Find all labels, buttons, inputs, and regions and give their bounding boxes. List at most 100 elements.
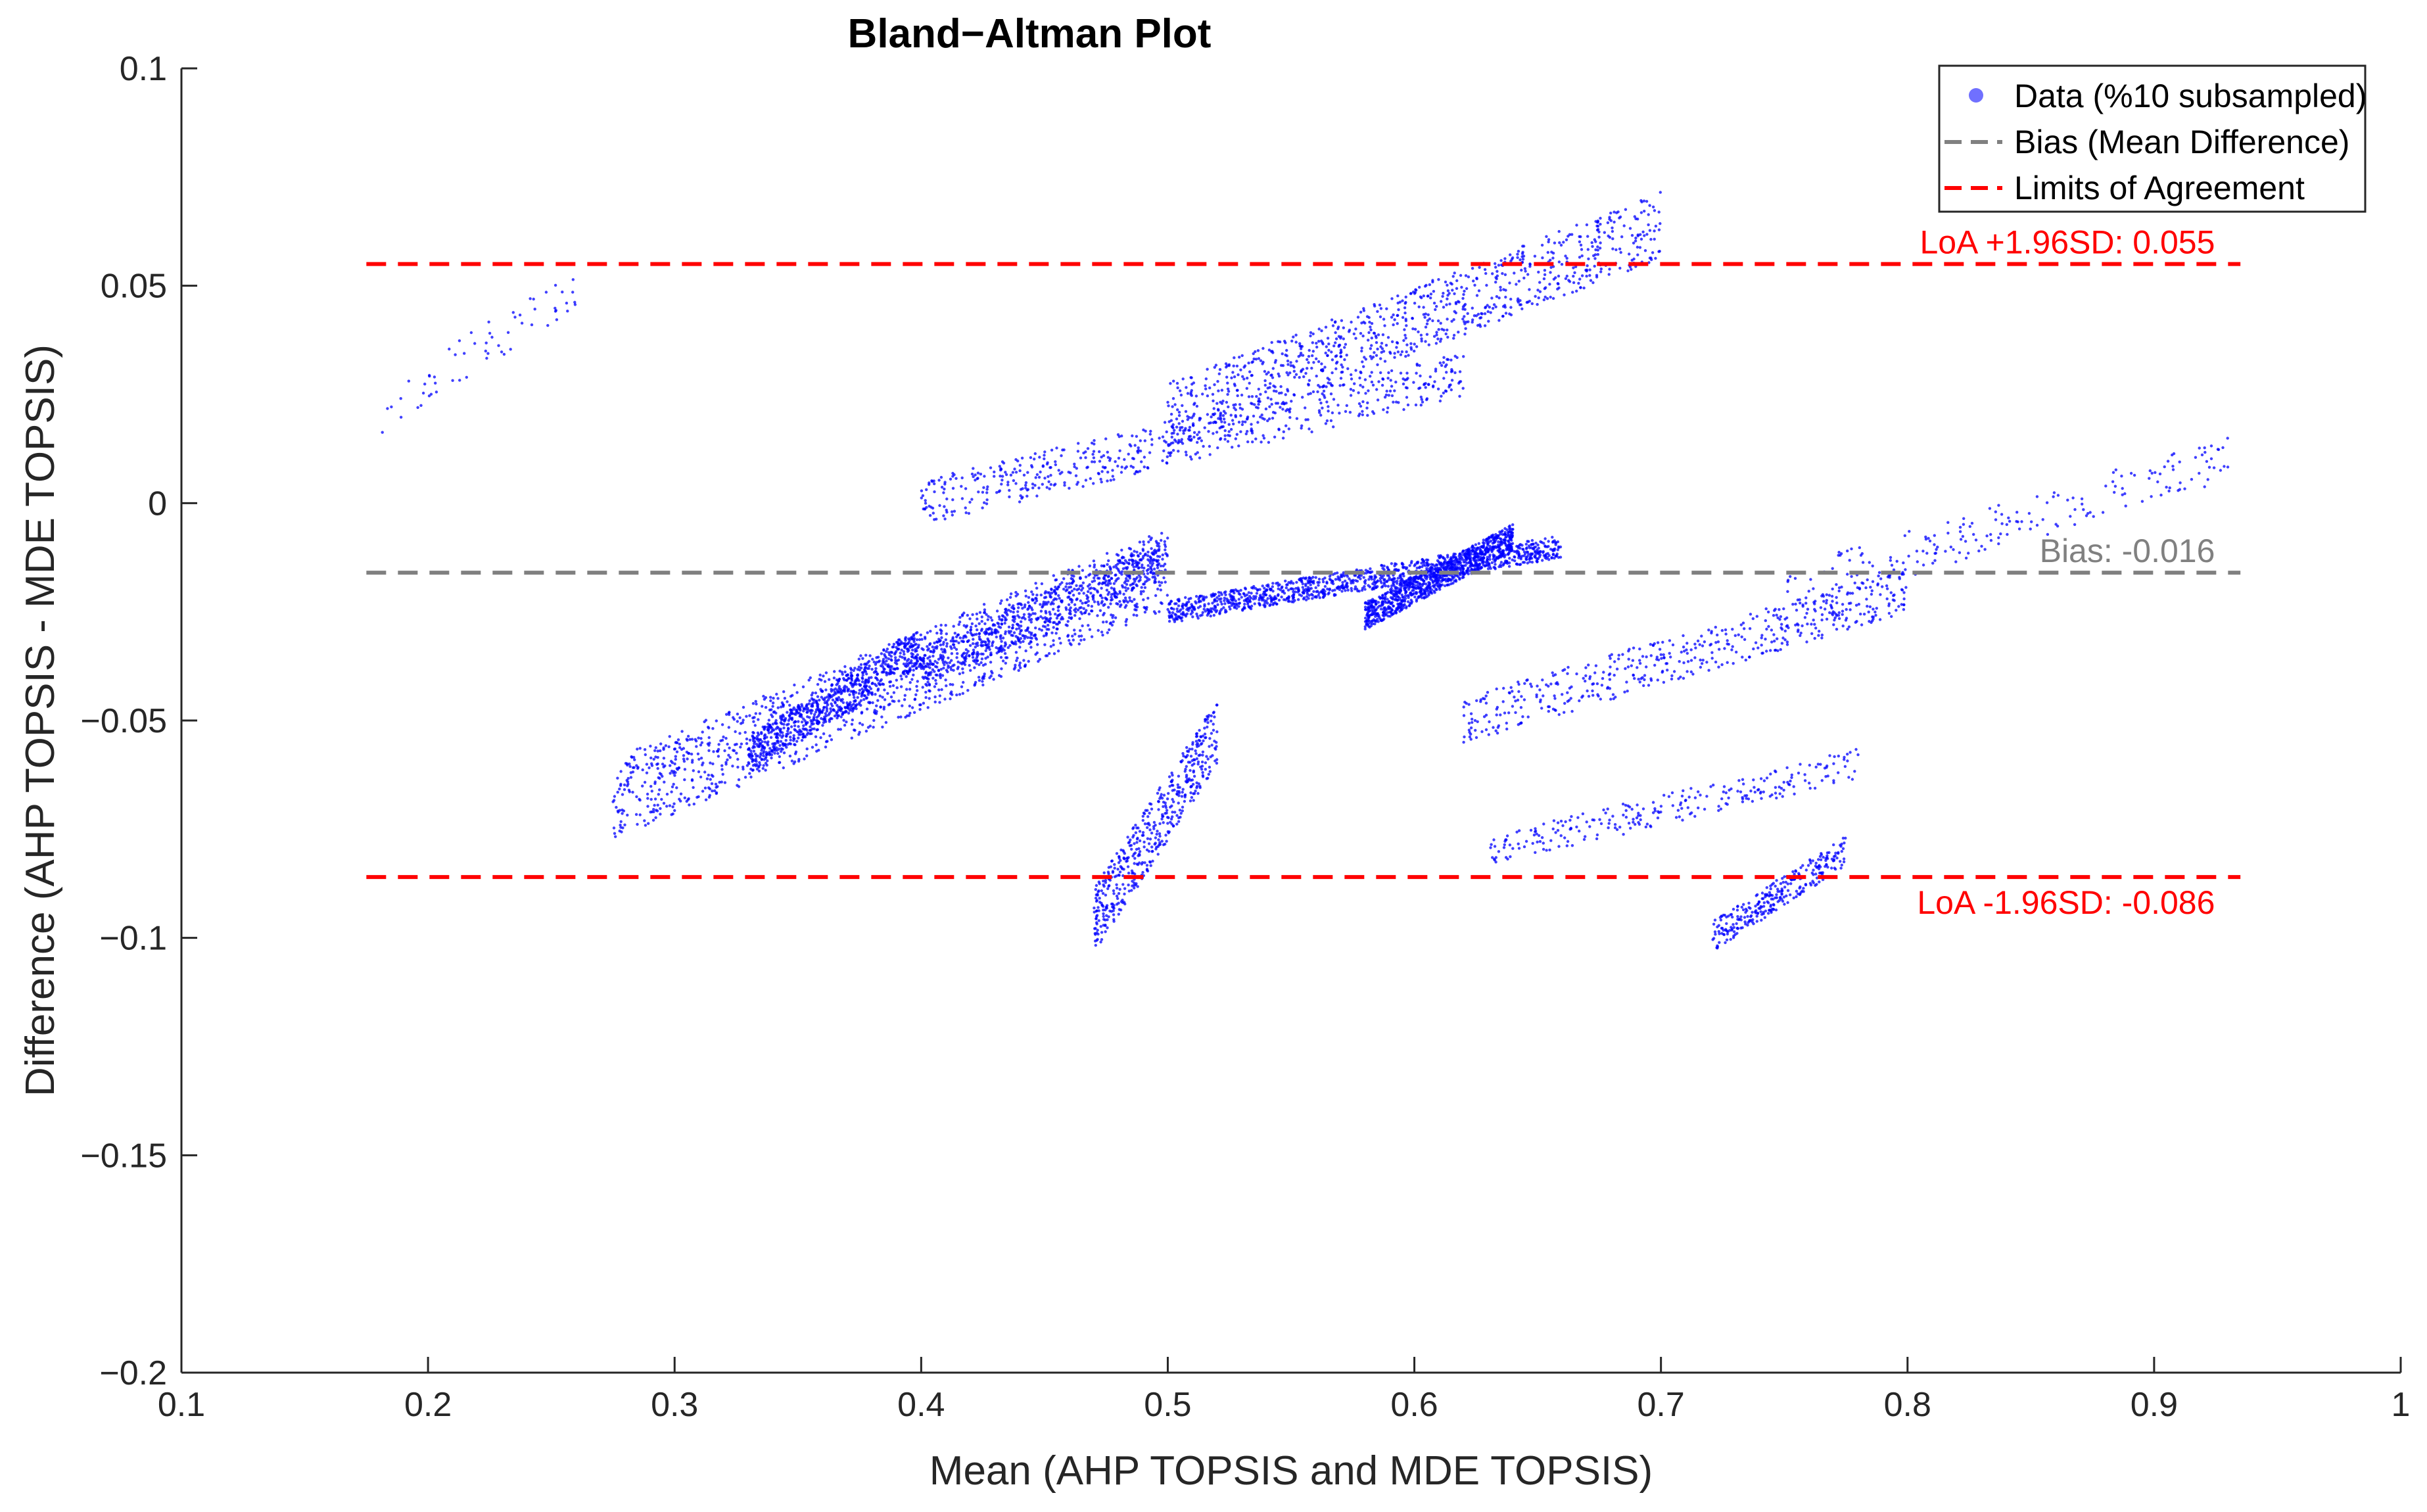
data-point (1011, 623, 1015, 627)
data-point (726, 742, 729, 746)
data-point (1153, 579, 1157, 582)
data-point (1438, 586, 1441, 590)
data-point (1439, 555, 1443, 558)
data-point (1517, 550, 1520, 554)
data-point (905, 688, 908, 691)
data-point (817, 721, 820, 724)
data-point (1197, 431, 1201, 434)
data-point (1070, 643, 1073, 646)
data-point (1374, 615, 1377, 618)
data-point (659, 749, 662, 753)
data-point (645, 763, 649, 766)
data-point (1467, 572, 1470, 576)
data-point (949, 697, 952, 701)
data-point (1233, 591, 1236, 595)
data-point (969, 625, 973, 629)
data-point (1350, 586, 1353, 590)
data-point (623, 823, 626, 827)
data-point (923, 636, 927, 639)
data-point (991, 671, 994, 674)
data-point (958, 693, 962, 696)
data-point (1054, 591, 1058, 595)
data-point (1203, 604, 1206, 608)
data-point (883, 698, 887, 701)
data-point (756, 737, 760, 741)
data-point (1252, 595, 1256, 598)
data-point (1014, 471, 1018, 474)
data-point (903, 645, 907, 649)
data-point (1146, 564, 1150, 567)
data-point (1154, 594, 1158, 598)
data-point (831, 698, 835, 702)
data-point (1235, 589, 1239, 593)
data-point (1107, 559, 1110, 563)
data-point (1322, 389, 1326, 393)
data-point (1457, 554, 1461, 558)
data-point (912, 665, 916, 668)
data-point (1038, 657, 1042, 661)
data-point (1516, 563, 1519, 566)
data-point (1149, 565, 1152, 569)
data-point (890, 651, 894, 654)
data-point (1056, 605, 1060, 609)
data-point (793, 683, 796, 687)
data-point (852, 682, 855, 686)
data-point (1037, 486, 1041, 490)
data-point (856, 696, 859, 699)
data-point (1281, 437, 1285, 440)
data-point (1039, 593, 1043, 597)
data-point (1035, 638, 1039, 641)
data-point (686, 757, 689, 761)
data-point (928, 666, 931, 669)
data-point (1263, 586, 1266, 590)
data-point (960, 685, 964, 688)
data-point (1089, 573, 1092, 576)
data-point (1423, 596, 1426, 600)
data-point (1485, 546, 1488, 549)
data-point (707, 725, 710, 729)
data-point (1272, 602, 1275, 605)
data-point (1390, 609, 1394, 612)
data-point (914, 642, 918, 646)
data-point (1473, 559, 1476, 563)
data-point (674, 755, 678, 758)
data-point (860, 666, 863, 670)
data-point (1477, 542, 1480, 545)
data-point (1052, 588, 1056, 592)
data-point (1526, 540, 1529, 543)
data-point (1029, 613, 1033, 617)
data-point (1121, 584, 1124, 587)
data-point (968, 654, 971, 657)
data-point (837, 696, 841, 699)
data-point (841, 673, 844, 676)
data-point (1237, 592, 1241, 596)
data-point (1123, 586, 1127, 589)
data-point (1008, 603, 1011, 607)
data-point (672, 802, 676, 805)
data-point (756, 754, 760, 758)
data-point (1008, 644, 1012, 648)
data-point (797, 707, 801, 711)
data-point (844, 709, 847, 713)
data-point (636, 822, 639, 826)
data-point (1210, 609, 1213, 613)
data-point (1125, 618, 1129, 621)
data-point (1254, 437, 1258, 440)
data-point (1227, 434, 1230, 437)
data-point (824, 671, 828, 674)
data-point (1484, 561, 1488, 564)
data-point (789, 731, 792, 734)
data-point (1165, 430, 1168, 434)
data-point (882, 707, 885, 711)
data-point (1043, 457, 1046, 461)
data-point (770, 730, 773, 734)
data-point (940, 629, 943, 633)
data-point (1442, 556, 1445, 560)
data-point (792, 736, 795, 740)
data-point (1513, 555, 1517, 559)
data-point (1173, 620, 1177, 623)
data-point (1158, 610, 1161, 613)
data-point (1287, 595, 1290, 598)
data-point (853, 728, 857, 732)
data-point (1018, 663, 1022, 667)
